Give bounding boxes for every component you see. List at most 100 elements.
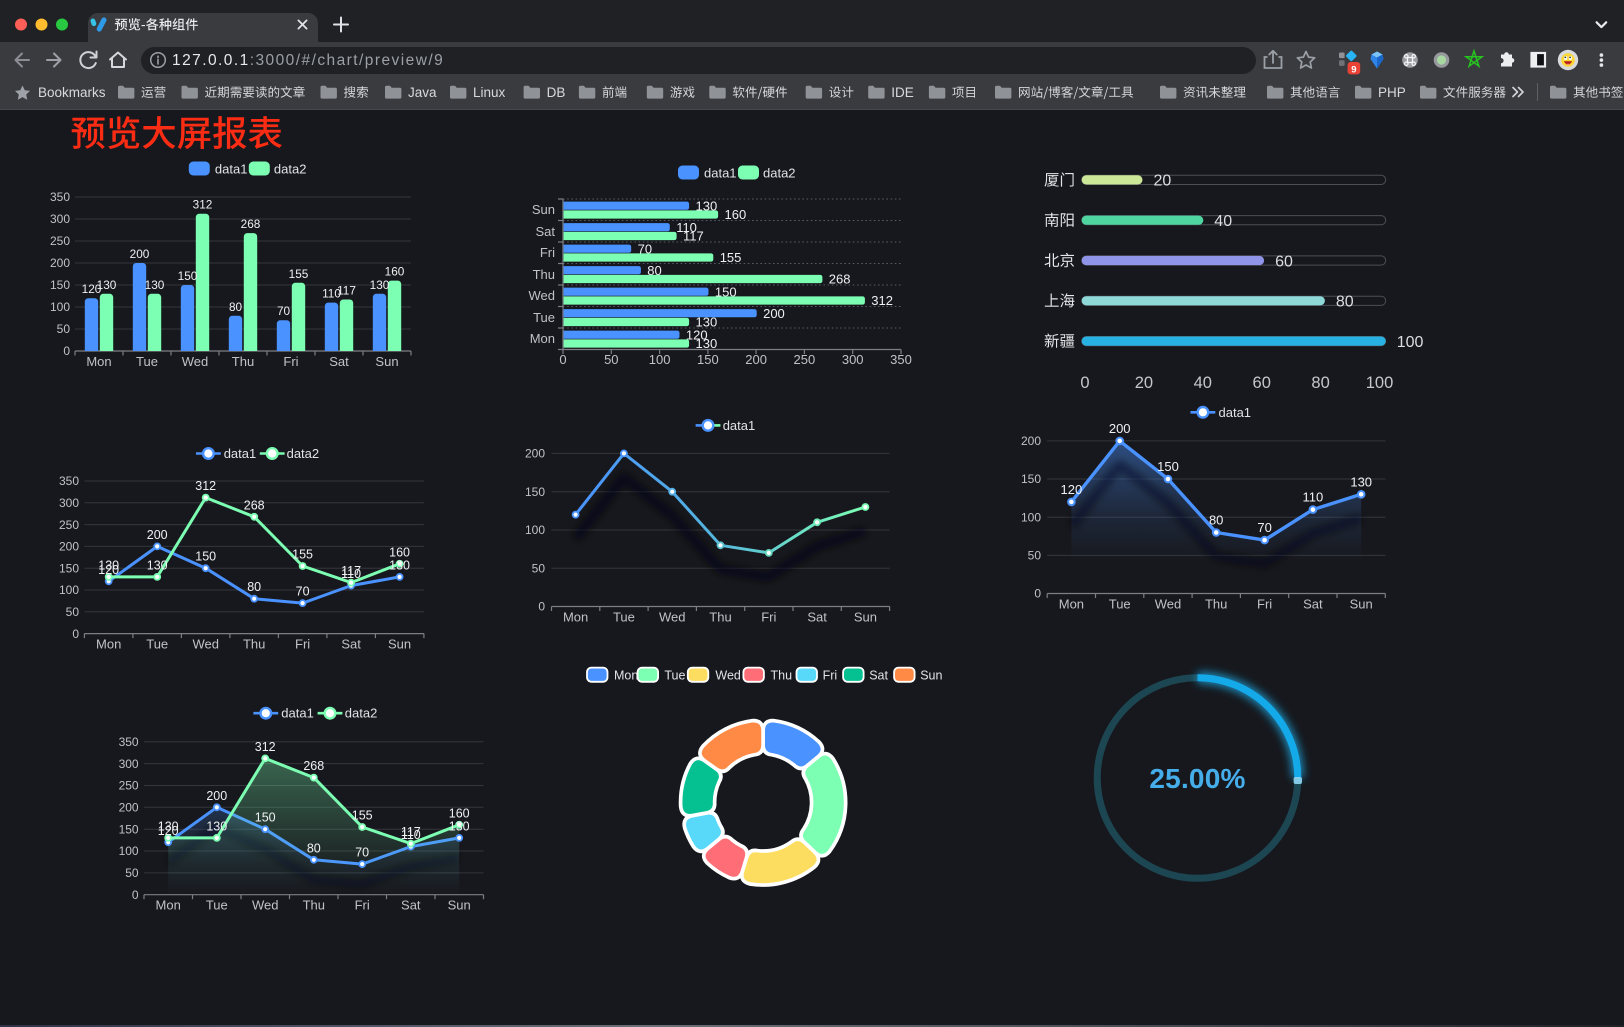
svg-text:110: 110 [1303,490,1324,505]
svg-text:312: 312 [195,479,216,493]
svg-text:312: 312 [871,293,893,308]
svg-text:200: 200 [525,447,545,461]
svg-text:70: 70 [1257,520,1271,535]
svg-text:250: 250 [50,234,70,248]
svg-text:Tue: Tue [613,610,635,625]
svg-text:268: 268 [244,498,265,512]
svg-text:350: 350 [119,735,139,749]
svg-text:160: 160 [385,265,405,279]
svg-text:data2: data2 [287,446,320,461]
svg-text:160: 160 [449,806,470,820]
svg-text:300: 300 [59,496,79,510]
svg-text:268: 268 [303,759,324,773]
svg-text:Tue: Tue [533,310,555,325]
svg-text:155: 155 [720,250,742,265]
svg-text:130: 130 [696,336,718,351]
svg-text:312: 312 [255,740,276,754]
svg-text:120: 120 [158,824,179,838]
svg-text:100: 100 [1366,374,1394,392]
svg-text:350: 350 [890,352,912,367]
svg-text:50: 50 [57,322,71,336]
svg-text:130: 130 [389,558,410,572]
svg-text:80: 80 [1311,374,1329,392]
svg-text:130: 130 [1350,474,1372,489]
svg-text:Tue: Tue [206,898,228,913]
svg-text:120: 120 [98,563,119,577]
svg-text:Java: Java [408,85,437,100]
svg-text:50: 50 [66,605,80,619]
svg-text:70: 70 [296,585,310,599]
svg-text:50: 50 [1028,549,1042,563]
svg-text:150: 150 [195,550,216,564]
svg-text:Fri: Fri [295,637,310,652]
svg-text:40: 40 [1194,374,1212,392]
svg-text:Thu: Thu [303,898,325,913]
svg-text:Sun: Sun [448,898,471,913]
svg-text:200: 200 [1021,434,1041,448]
svg-text:Mon: Mon [1059,597,1084,612]
svg-text:80: 80 [1336,294,1354,311]
svg-text:Sat: Sat [535,224,555,239]
svg-text:Wed: Wed [715,669,741,683]
svg-text:250: 250 [119,779,139,793]
svg-text:350: 350 [59,474,79,488]
svg-text:Thu: Thu [232,354,254,369]
svg-text:data1: data1 [281,706,314,721]
svg-text:200: 200 [50,256,70,270]
svg-text:250: 250 [794,352,816,367]
svg-text:Sun: Sun [1350,597,1373,612]
svg-text:Mon: Mon [86,354,111,369]
svg-text:155: 155 [292,548,313,562]
svg-text:200: 200 [1109,421,1131,436]
svg-text:Wed: Wed [182,354,209,369]
svg-text:130: 130 [145,278,165,292]
svg-text:200: 200 [130,247,150,261]
svg-text:Fri: Fri [761,610,776,625]
svg-text:350: 350 [50,190,70,204]
svg-text:80: 80 [247,580,261,594]
svg-text:20: 20 [1154,173,1172,190]
svg-text:IDE: IDE [891,85,914,100]
svg-text:Mon: Mon [563,610,588,625]
svg-text:Wed: Wed [529,288,556,303]
svg-text:Thu: Thu [1205,597,1227,612]
svg-text:50: 50 [125,866,139,880]
svg-text:200: 200 [147,528,168,542]
svg-text:Tue: Tue [664,669,685,683]
svg-text:Fri: Fri [355,898,370,913]
svg-text:100: 100 [50,300,70,314]
svg-text:200: 200 [206,789,227,803]
svg-text:Fri: Fri [1257,597,1272,612]
svg-text:Mon: Mon [156,898,181,913]
svg-text:9: 9 [1351,64,1356,75]
svg-text:Tue: Tue [136,354,158,369]
svg-text:Sun: Sun [854,610,877,625]
svg-text:Wed: Wed [1155,597,1182,612]
svg-text:110: 110 [322,287,341,301]
svg-text:130: 130 [696,198,718,213]
svg-text:Mon: Mon [614,669,638,683]
svg-text:40: 40 [1214,213,1232,230]
svg-text:130: 130 [97,278,117,292]
svg-text:Thu: Thu [243,637,265,652]
svg-text:Linux: Linux [473,85,506,100]
svg-text:117: 117 [337,284,356,298]
svg-text:Tue: Tue [1109,597,1131,612]
svg-text:150: 150 [697,352,719,367]
svg-text:150: 150 [255,811,276,825]
svg-text:data2: data2 [345,706,378,721]
svg-text:155: 155 [289,267,309,281]
svg-text:DB: DB [547,85,566,100]
svg-text:Sat: Sat [341,637,361,652]
svg-text:300: 300 [842,352,864,367]
svg-text:150: 150 [1157,459,1179,474]
svg-text:Sat: Sat [807,610,827,625]
svg-text:150: 150 [715,284,737,299]
svg-text:100: 100 [1397,334,1424,351]
svg-text:120: 120 [1061,482,1083,497]
svg-text:Sat: Sat [401,898,421,913]
svg-text:117: 117 [341,564,361,578]
svg-text:Fri: Fri [283,354,298,369]
svg-text:data1: data1 [215,162,248,177]
svg-text:200: 200 [763,306,785,321]
